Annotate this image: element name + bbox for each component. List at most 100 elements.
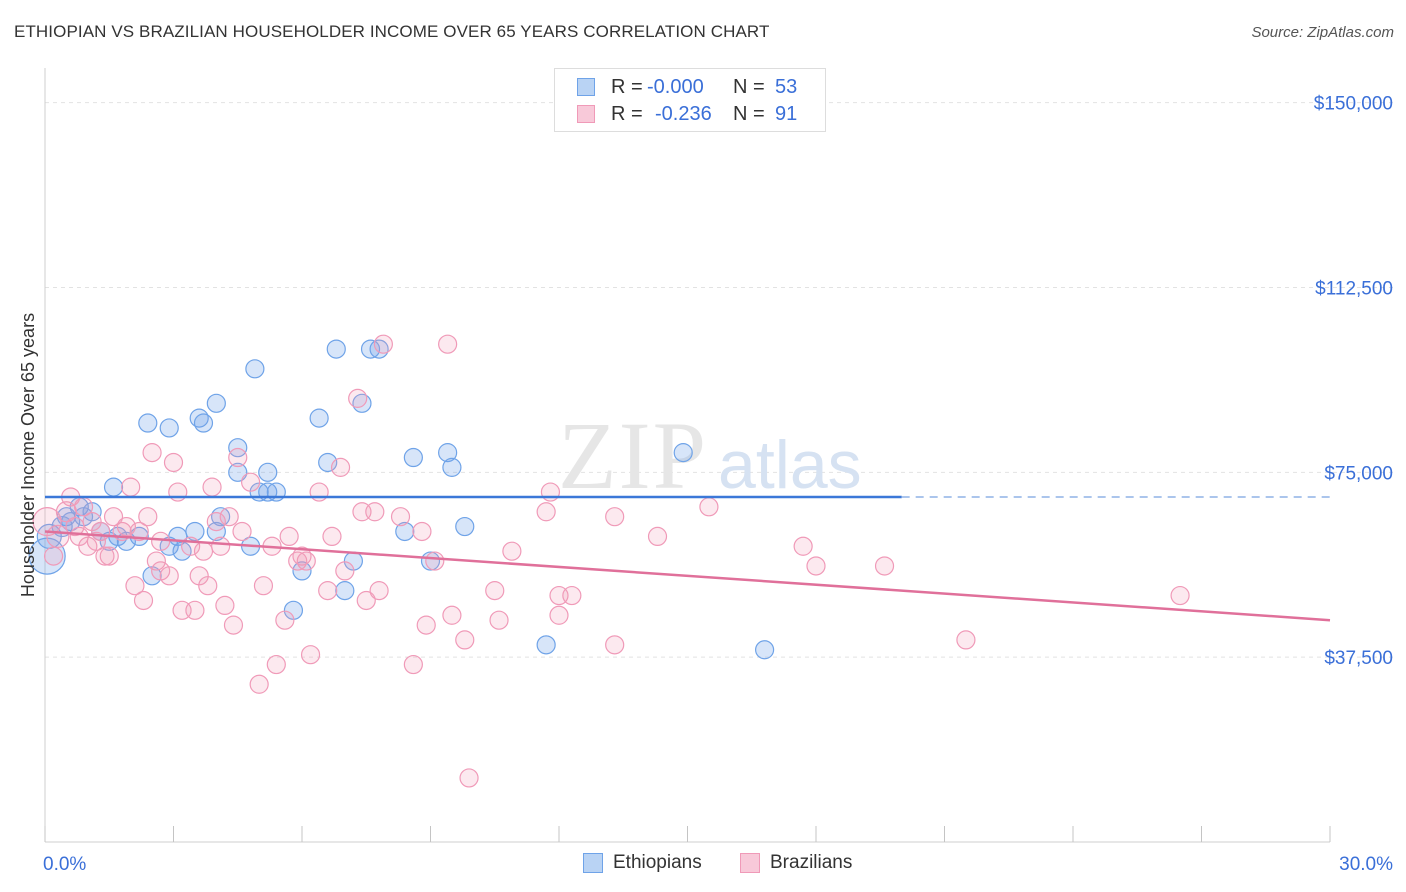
brazilian-point-66 xyxy=(549,605,569,625)
brazilian-point-81 xyxy=(151,531,171,551)
watermark-atlas: atlas xyxy=(718,427,862,503)
legend-row-brazilians: R = -0.236 N = 91 xyxy=(577,100,797,128)
brazilian-point-61 xyxy=(485,581,505,601)
brazilian-point-12 xyxy=(121,477,141,497)
brazilian-point-45 xyxy=(330,457,351,477)
brazilian-point-84 xyxy=(279,526,299,547)
brazilian-point-69 xyxy=(605,507,625,527)
brazilian-point-57 xyxy=(438,334,458,354)
brazilians-swatch xyxy=(577,105,595,123)
x-tick-labels: 0.0% 30.0% xyxy=(43,854,1393,875)
brazilian-point-37 xyxy=(266,654,286,675)
ethiopians-legend-label: Ethiopians xyxy=(613,852,702,873)
ethiopian-point-27 xyxy=(245,359,265,379)
legend-item-brazilians: Brazilians xyxy=(740,852,852,874)
ethiopian-point-39 xyxy=(403,447,423,468)
brazilian-point-19 xyxy=(159,566,179,586)
legend-item-ethiopians: Ethiopians xyxy=(583,852,702,874)
brazilian-point-38 xyxy=(275,610,295,630)
r-label: R = xyxy=(611,102,643,125)
y-tick-labels: $37,500 $75,000 $112,500 $150,000 xyxy=(1314,94,1393,670)
brazilian-point-43 xyxy=(318,581,338,601)
brazilian-point-13 xyxy=(125,576,145,596)
ethiopian-point-26 xyxy=(258,462,278,482)
y-tick-label-0: $37,500 xyxy=(1324,648,1393,669)
brazilian-point-46 xyxy=(335,561,355,581)
legend-row-ethiopians: R = -0.000 N = 53 xyxy=(577,73,797,101)
r-value: -0.000 xyxy=(647,75,704,98)
ethiopian-point-31 xyxy=(318,452,338,473)
ethiopian-point-43 xyxy=(455,516,475,537)
brazilian-point-26 xyxy=(202,477,222,497)
r-value: -0.236 xyxy=(655,102,712,125)
brazilian-point-16 xyxy=(142,443,162,463)
trend-lines xyxy=(44,495,1331,622)
watermark-zip: ZIP xyxy=(558,402,708,509)
y-tick-label-2: $112,500 xyxy=(1315,278,1393,299)
n-value: 91 xyxy=(775,102,798,125)
ethiopian-point-22 xyxy=(228,462,248,482)
brazilian-point-42 xyxy=(309,482,329,502)
brazilian-point-56 xyxy=(425,551,445,571)
brazilian-point-33 xyxy=(241,472,261,492)
brazilian-point-60 xyxy=(459,768,479,788)
brazilian-point-63 xyxy=(502,541,522,561)
n-label: N = xyxy=(733,102,765,125)
brazilian-point-32 xyxy=(232,521,252,542)
ethiopian-point-44 xyxy=(536,635,556,655)
brazilian-point-53 xyxy=(390,507,411,527)
brazilian-point-1 xyxy=(46,524,70,549)
ethiopian-point-45 xyxy=(673,443,693,463)
y-tick-label-3: $150,000 xyxy=(1314,94,1393,115)
brazilian-point-31 xyxy=(228,447,248,468)
brazilian-point-29 xyxy=(219,507,239,527)
brazilian-point-68 xyxy=(562,585,582,606)
brazilian-point-15 xyxy=(138,507,158,527)
brazilians-trend-line xyxy=(44,530,1331,622)
r-label: R = xyxy=(611,75,643,98)
brazilian-point-34 xyxy=(249,674,269,694)
brazilians-legend-label: Brazilians xyxy=(770,852,853,873)
brazilian-point-20 xyxy=(163,452,184,473)
brazilian-point-73 xyxy=(793,536,813,556)
brazilian-point-62 xyxy=(489,610,509,630)
brazilian-point-89 xyxy=(296,551,316,571)
brazilian-point-52 xyxy=(373,334,393,354)
n-value: 53 xyxy=(775,75,798,98)
brazilian-point-78 xyxy=(43,546,64,566)
ethiopians-swatch xyxy=(577,78,595,96)
brazilian-point-75 xyxy=(874,556,895,576)
brazilian-point-9 xyxy=(99,546,119,566)
ethiopian-point-46 xyxy=(754,640,775,660)
ethiopian-point-29 xyxy=(292,561,312,581)
ethiopian-point-17 xyxy=(159,418,179,438)
axes xyxy=(44,68,1331,843)
brazilians-legend-swatch xyxy=(740,853,760,873)
x-tick-label-0: 0.0% xyxy=(43,854,86,875)
brazilian-point-87 xyxy=(129,521,149,542)
brazilian-point-64 xyxy=(536,502,556,522)
brazilian-point-27 xyxy=(206,512,226,532)
grid-lines xyxy=(45,102,1395,658)
brazilian-point-88 xyxy=(193,541,214,561)
brazilian-point-41 xyxy=(300,645,321,665)
ethiopians-legend-swatch xyxy=(583,853,603,873)
brazilian-point-14 xyxy=(133,590,154,611)
brazilian-point-58 xyxy=(442,605,462,625)
ethiopian-point-30 xyxy=(309,408,329,428)
brazilian-point-80 xyxy=(116,516,136,537)
brazilians-points xyxy=(32,334,1190,788)
y-tick-label-1: $75,000 xyxy=(1324,463,1393,484)
brazilian-point-85 xyxy=(69,526,89,547)
ethiopian-point-38 xyxy=(395,521,415,542)
ethiopian-point-20 xyxy=(206,393,226,413)
ethiopian-point-33 xyxy=(335,581,355,601)
brazilian-point-71 xyxy=(647,526,668,547)
brazilian-point-83 xyxy=(211,536,231,556)
ethiopian-point-41 xyxy=(438,443,458,463)
brazilian-point-77 xyxy=(1170,585,1190,606)
brazilian-point-72 xyxy=(699,497,719,517)
ethiopian-point-42 xyxy=(442,457,462,477)
brazilian-point-23 xyxy=(185,600,205,620)
correlation-legend: R = -0.000 N = 53 R = -0.236 N = 91 xyxy=(554,68,826,132)
